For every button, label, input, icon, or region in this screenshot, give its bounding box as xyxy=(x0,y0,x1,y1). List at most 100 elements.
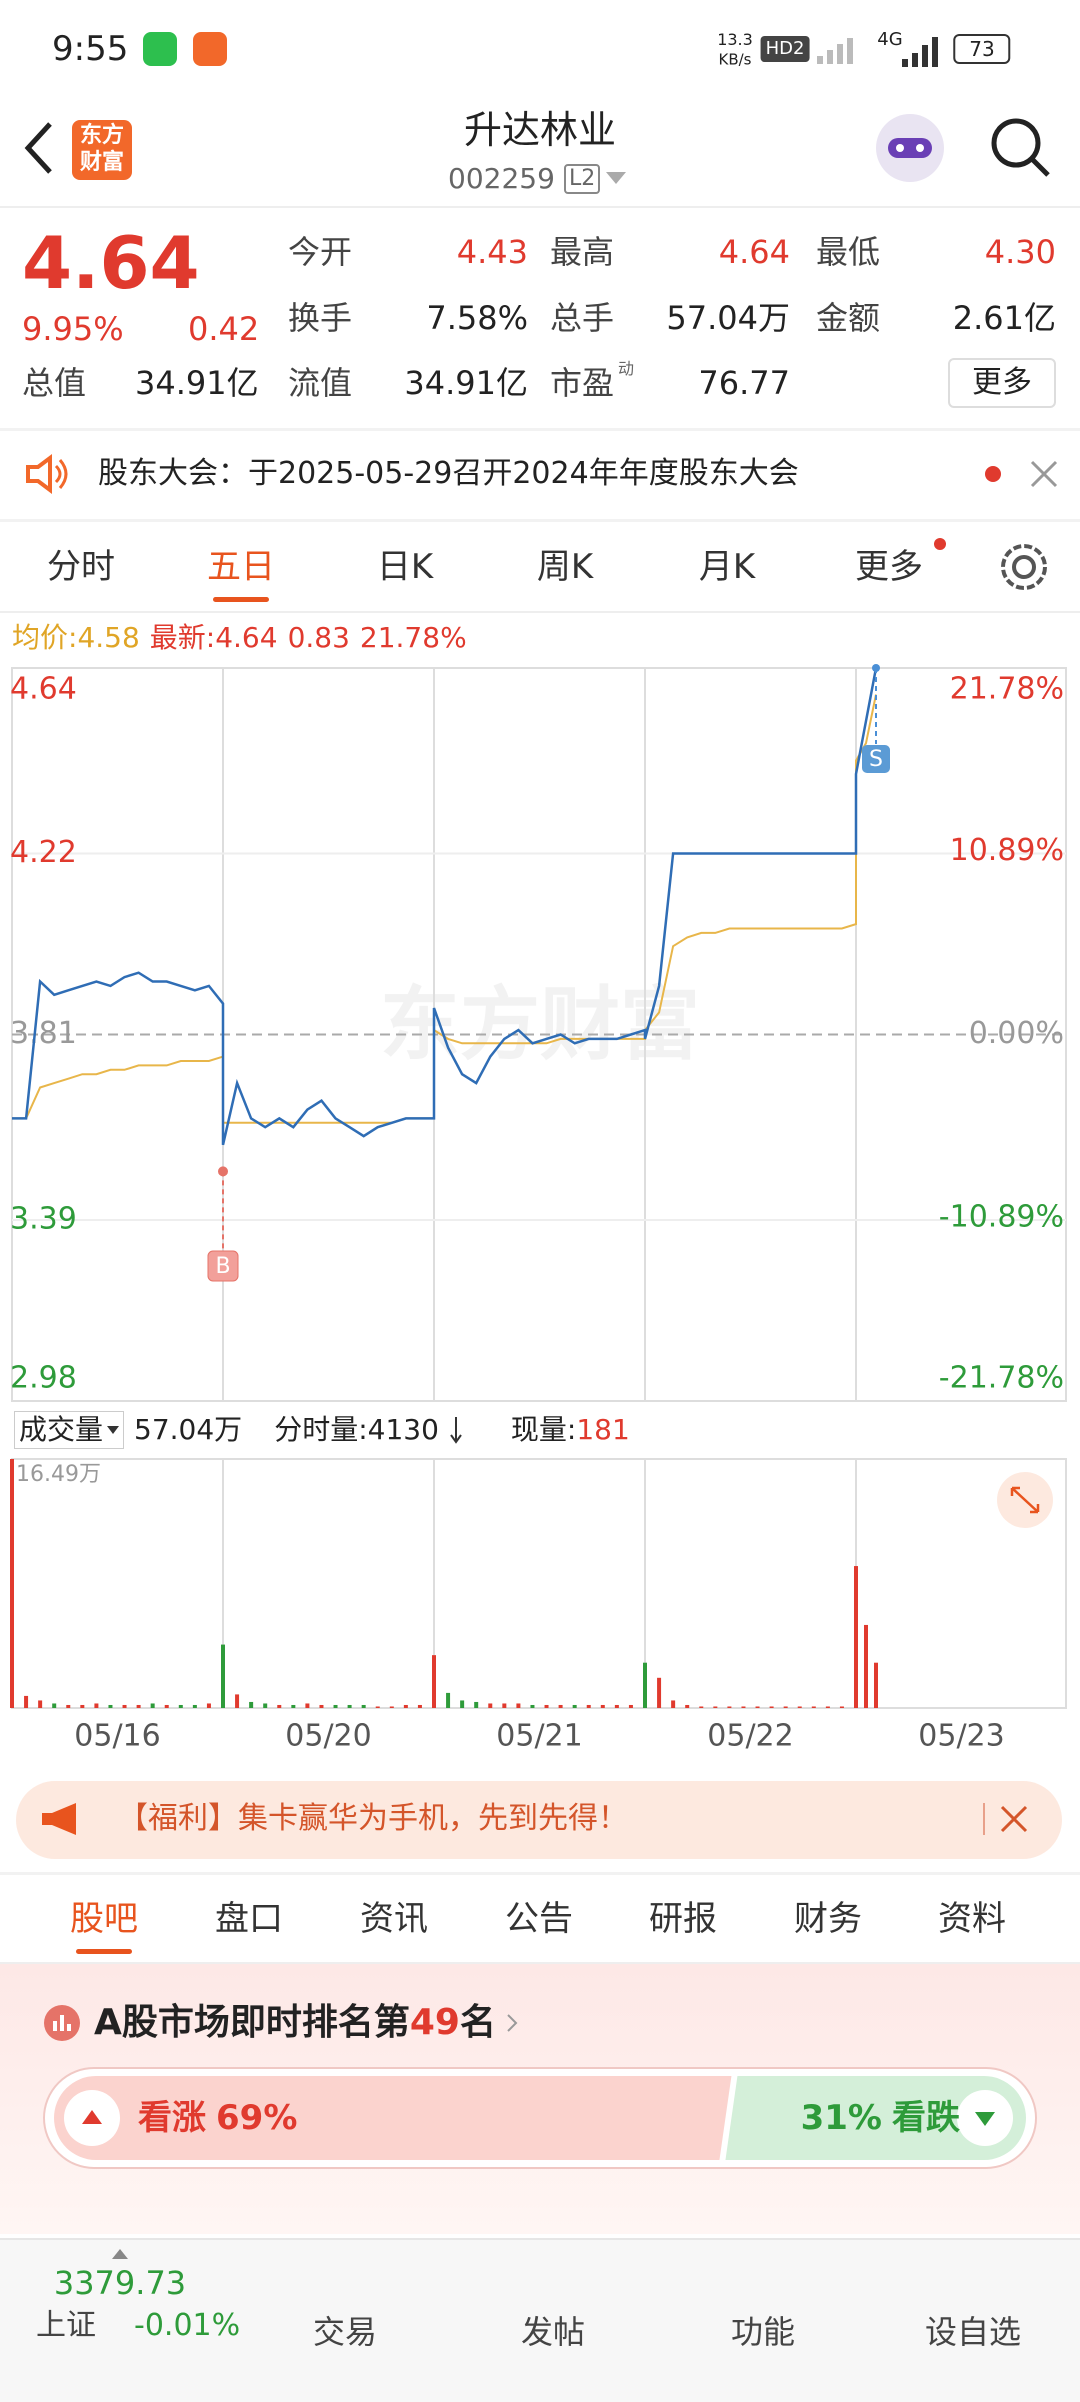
volume-bar xyxy=(628,1704,633,1708)
x-tick-label: 05/20 xyxy=(285,1719,371,1754)
sub-tab[interactable]: 资讯 xyxy=(360,1899,428,1939)
price-chart: 东方财富 05/16 05/20 05/21 05/22 05/23 4.64 21.78% 4… xyxy=(10,664,1067,1754)
volume-bar xyxy=(614,1704,619,1708)
down-triangle xyxy=(975,2112,995,2126)
y-tick-label: 3.81 xyxy=(10,1016,77,1051)
sell-label: S xyxy=(869,747,883,772)
volume-bar xyxy=(375,1706,380,1708)
volume-border xyxy=(11,1458,1067,1709)
sub-tab[interactable]: 公告 xyxy=(505,1899,573,1939)
stat-label: 最高 xyxy=(550,233,615,271)
period-tab[interactable]: 分时 xyxy=(47,547,115,587)
x-tick-label: 05/21 xyxy=(496,1719,582,1754)
settings-button[interactable] xyxy=(998,541,1050,593)
sub-tab[interactable]: 股吧 xyxy=(70,1899,138,1939)
divider xyxy=(0,611,1080,613)
megaphone-icon xyxy=(42,1803,76,1835)
volume-bar xyxy=(389,1706,394,1708)
change-pct: 9.95% xyxy=(22,310,124,348)
x-tick-label: 05/23 xyxy=(918,1719,1004,1754)
banner-text[interactable]: 【福利】集卡赢华为手机，先到先得！ xyxy=(118,1801,628,1836)
volume-bar xyxy=(277,1704,282,1708)
volume-bar xyxy=(474,1701,479,1708)
nav-label[interactable]: 功能 xyxy=(730,2313,796,2351)
stat-value: 7.58% xyxy=(426,299,528,337)
nav-label[interactable]: 交易 xyxy=(312,2313,378,2351)
tab-dot xyxy=(934,538,946,550)
y2-tick-label: 0.00% xyxy=(969,1016,1064,1051)
volume-bar xyxy=(432,1655,436,1708)
volume-bar xyxy=(839,1706,844,1708)
stat-value: 4.30 xyxy=(984,233,1056,271)
status-icons xyxy=(143,32,227,66)
dropdown-arrow[interactable] xyxy=(606,172,626,184)
nav-label[interactable]: 设自选 xyxy=(924,2313,1022,2351)
notice-close[interactable] xyxy=(984,459,1064,489)
index-value[interactable]: 3379.73 xyxy=(53,2264,187,2302)
back-button[interactable] xyxy=(20,120,56,176)
volume-bar xyxy=(108,1704,113,1708)
period-tab[interactable]: 周K xyxy=(536,547,594,587)
index-change[interactable]: -0.01% xyxy=(134,2308,241,2343)
volume-bar xyxy=(178,1704,183,1708)
sub-tab[interactable]: 研报 xyxy=(649,1899,717,1939)
sub-tab[interactable]: 财务 xyxy=(794,1899,862,1939)
divider xyxy=(0,519,1080,522)
bear-value: 31% xyxy=(800,2098,882,2138)
buy-badge xyxy=(207,1250,239,1282)
divider xyxy=(0,1872,1080,1875)
watermark: 东方财富 xyxy=(380,978,700,1071)
divider xyxy=(0,428,1080,431)
y-tick-label: 3.39 xyxy=(10,1201,77,1236)
expand-icon xyxy=(1010,1486,1040,1514)
wifi-signal xyxy=(817,38,853,64)
buy-label: B xyxy=(215,1254,230,1279)
volume-bar xyxy=(235,1694,240,1708)
y-tick-label: 4.64 xyxy=(10,672,77,707)
volume-bar xyxy=(249,1701,254,1708)
latest-pct: 21.78% xyxy=(359,621,467,654)
ranking[interactable]: A股市场即时排名第 49 名 xyxy=(94,2005,522,2041)
y2-tick-label: 10.89% xyxy=(950,833,1064,868)
notice-text[interactable]: 股东大会：于2025-05-29召开2024年年度股东大会 xyxy=(98,456,799,491)
period-tab[interactable]: 更多 xyxy=(855,547,923,587)
index-name[interactable]: 上证 xyxy=(36,2308,96,2343)
stat-label: 金额 xyxy=(816,299,881,337)
period-tab[interactable]: 日K xyxy=(376,547,434,587)
sub-tab[interactable]: 资料 xyxy=(938,1899,1006,1939)
volume-label: 成交量 xyxy=(19,1413,104,1446)
stock-name: 升达林业 xyxy=(463,108,617,152)
sub-tab[interactable]: 盘口 xyxy=(215,1899,283,1939)
divider xyxy=(0,206,1080,208)
volume-selector[interactable]: 成交量 xyxy=(14,1411,125,1449)
volume-bar xyxy=(755,1706,760,1708)
volume-bar xyxy=(164,1704,169,1708)
status-time: 9:55 xyxy=(52,29,129,69)
latest-label: 最新: xyxy=(149,621,216,654)
bear-text: 31% 看跌 xyxy=(801,2101,960,2135)
net-speed: 13.3 xyxy=(717,30,753,49)
assistant-avatar[interactable] xyxy=(872,110,948,186)
stat-sup: 动 xyxy=(618,359,635,378)
stat-value: 2.61亿 xyxy=(952,299,1056,337)
period-tab[interactable]: 五日 xyxy=(207,547,275,587)
volume-bar xyxy=(417,1704,422,1708)
latest-change: 0.83 xyxy=(287,621,350,654)
volume-tick-label: 16.49万 xyxy=(16,1462,101,1487)
volume-bar xyxy=(572,1704,577,1708)
search-button[interactable] xyxy=(988,115,1054,181)
tick-volume-label: 分时量: xyxy=(274,1413,368,1446)
volume-bar xyxy=(657,1677,662,1708)
volume-bar xyxy=(333,1704,338,1708)
volume-bar xyxy=(586,1704,591,1708)
chevron xyxy=(507,2014,518,2032)
bull-label: 看涨 xyxy=(138,2098,206,2138)
volume-bar xyxy=(94,1703,99,1708)
promo-banner[interactable] xyxy=(16,1781,1062,1859)
stat-label: 最低 xyxy=(816,233,881,271)
period-tab[interactable]: 月K xyxy=(698,547,756,587)
more-button[interactable]: 更多 xyxy=(948,358,1056,408)
banner-close[interactable] xyxy=(980,1801,1036,1837)
nav-label[interactable]: 发帖 xyxy=(520,2313,586,2351)
volume-bar xyxy=(874,1662,878,1708)
